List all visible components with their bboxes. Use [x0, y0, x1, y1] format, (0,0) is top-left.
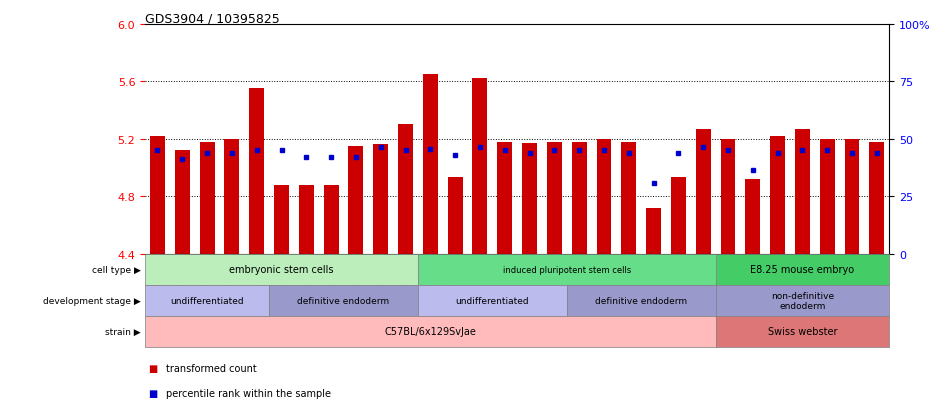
Bar [398, 125, 413, 254]
Bar [695, 129, 710, 254]
Text: definitive endoderm: definitive endoderm [298, 296, 389, 305]
Bar [199, 142, 214, 254]
Bar [745, 180, 760, 254]
Bar [844, 140, 859, 254]
Bar [572, 142, 587, 254]
Bar [795, 129, 810, 254]
Text: C57BL/6x129SvJae: C57BL/6x129SvJae [385, 326, 476, 337]
Bar [547, 142, 562, 254]
Text: Swiss webster: Swiss webster [768, 326, 837, 337]
Text: ■: ■ [148, 388, 157, 398]
Bar [770, 137, 785, 254]
Bar [175, 151, 190, 254]
Bar [596, 140, 611, 254]
Text: induced pluripotent stem cells: induced pluripotent stem cells [503, 265, 631, 274]
Bar [348, 147, 363, 254]
Text: definitive endoderm: definitive endoderm [595, 296, 687, 305]
Text: percentile rank within the sample: percentile rank within the sample [166, 388, 330, 398]
Bar [820, 140, 835, 254]
Bar [671, 178, 686, 254]
Text: undifferentiated: undifferentiated [170, 296, 244, 305]
Bar [497, 142, 512, 254]
Text: development stage ▶: development stage ▶ [43, 296, 140, 305]
Bar [646, 208, 661, 254]
Bar [721, 140, 736, 254]
Bar [373, 145, 388, 254]
Text: E8.25 mouse embryo: E8.25 mouse embryo [751, 264, 855, 275]
Bar [447, 178, 462, 254]
Bar [299, 185, 314, 254]
Bar [225, 140, 240, 254]
Bar [324, 185, 339, 254]
Text: undifferentiated: undifferentiated [456, 296, 529, 305]
Text: cell type ▶: cell type ▶ [92, 265, 140, 274]
Bar [473, 79, 488, 254]
Bar [150, 137, 165, 254]
Bar [522, 144, 537, 254]
Bar [870, 142, 885, 254]
Bar [249, 89, 264, 254]
Text: ■: ■ [148, 363, 157, 373]
Text: transformed count: transformed count [166, 363, 256, 373]
Text: GDS3904 / 10395825: GDS3904 / 10395825 [145, 12, 280, 25]
Text: non-definitive
endoderm: non-definitive endoderm [771, 291, 834, 310]
Text: strain ▶: strain ▶ [105, 327, 140, 336]
Bar [423, 75, 438, 254]
Text: embryonic stem cells: embryonic stem cells [229, 264, 334, 275]
Bar [622, 142, 636, 254]
Bar [274, 185, 289, 254]
